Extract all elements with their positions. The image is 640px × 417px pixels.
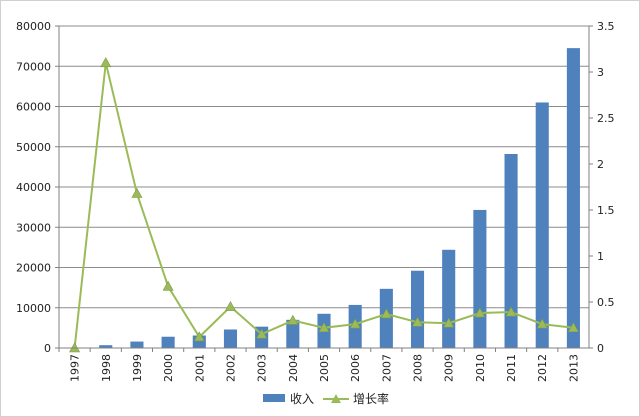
- point-2005: [318, 322, 330, 333]
- x-tick-label: 2003: [256, 354, 269, 382]
- x-axis-ticks: 1997 1998 1999 2000 2001 2002 2003 2004 2005 2006…: [58, 348, 580, 382]
- bar-1998: [99, 345, 113, 348]
- bar-2013: [566, 48, 580, 348]
- point-2001: [193, 331, 205, 342]
- point-2006: [349, 318, 361, 329]
- legend-line-marker: [331, 394, 341, 403]
- x-tick-label: 2000: [162, 354, 175, 382]
- point-1999: [131, 187, 143, 198]
- point-2009: [443, 317, 455, 328]
- right-tick-label: 0.5: [597, 296, 615, 309]
- bar-2012: [535, 102, 549, 348]
- x-tick-label: 1999: [131, 354, 144, 382]
- point-2004: [287, 314, 299, 325]
- point-2003: [256, 328, 268, 339]
- right-tick-label: 0: [597, 342, 604, 355]
- point-2011: [505, 306, 517, 317]
- bar-series: [99, 48, 580, 348]
- left-tick-label: 70000: [16, 60, 51, 73]
- x-tick-label: 2010: [474, 354, 487, 382]
- point-2002: [224, 300, 236, 311]
- x-tick-label: 2004: [287, 354, 300, 382]
- x-tick-label: 2006: [349, 354, 362, 382]
- x-tick-label: 1998: [100, 354, 113, 382]
- x-tick-label: 2011: [505, 354, 518, 382]
- bar-2002: [223, 329, 238, 348]
- right-tick-label: 1.5: [597, 204, 615, 217]
- left-axis-ticks: 0 10000 20000 30000 40000 50000 60000 70000 8000…: [16, 20, 59, 355]
- right-tick-label: 2.5: [597, 112, 615, 125]
- right-tick-label: 2: [597, 158, 604, 171]
- right-tick-label: 3.5: [597, 20, 615, 33]
- bar-2011: [504, 153, 518, 348]
- bar-2008: [410, 270, 425, 348]
- legend-bar-label: 收入: [290, 392, 314, 406]
- left-tick-label: 30000: [16, 221, 51, 234]
- left-tick-label: 0: [44, 342, 51, 355]
- point-2012: [536, 318, 548, 329]
- bar-2007: [379, 288, 393, 348]
- line-series: [69, 57, 579, 353]
- point-1998: [100, 57, 112, 68]
- x-tick-label: 2009: [443, 354, 456, 382]
- left-tick-label: 10000: [16, 302, 51, 315]
- right-tick-label: 3: [597, 66, 604, 79]
- x-tick-label: 2007: [380, 354, 393, 382]
- left-tick-label: 20000: [16, 262, 51, 275]
- bar-1999: [130, 341, 144, 348]
- point-2000: [162, 280, 174, 291]
- x-tick-label: 2005: [318, 354, 331, 382]
- bar-2000: [161, 336, 175, 348]
- bar-2010: [473, 209, 487, 348]
- legend: 收入 增长率: [263, 391, 389, 406]
- bar-2009: [442, 249, 456, 348]
- legend-line-label: 增长率: [353, 391, 389, 406]
- point-2013: [567, 322, 579, 333]
- point-2007: [380, 308, 392, 319]
- right-tick-label: 1: [597, 250, 604, 263]
- point-2010: [474, 307, 486, 318]
- x-tick-label: 2008: [412, 354, 425, 382]
- left-tick-label: 80000: [16, 20, 51, 33]
- x-tick-label: 2002: [224, 354, 237, 382]
- x-tick-label: 2001: [193, 354, 206, 382]
- left-tick-label: 40000: [16, 181, 51, 194]
- bar-2004: [286, 319, 300, 348]
- x-tick-label: 2013: [567, 354, 580, 382]
- right-axis-ticks: 0 0.5 1 1.5 2 2.5 3 3.5: [589, 20, 615, 355]
- x-tick-label: 2012: [536, 354, 549, 382]
- legend-bar-swatch: [263, 394, 285, 402]
- left-tick-label: 50000: [16, 141, 51, 154]
- point-2008: [412, 316, 424, 327]
- x-tick-label: 1997: [69, 354, 82, 382]
- left-tick-label: 60000: [16, 101, 51, 114]
- growth-line: [73, 62, 574, 349]
